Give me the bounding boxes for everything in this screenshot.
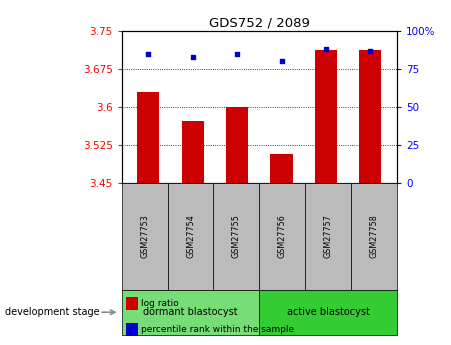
Text: GSM27754: GSM27754	[186, 215, 195, 258]
Bar	[137, 92, 160, 183]
Text: percentile rank within the sample: percentile rank within the sample	[141, 325, 294, 334]
Bar	[226, 107, 248, 183]
Point	[145, 51, 152, 57]
Title: GDS752 / 2089: GDS752 / 2089	[209, 17, 310, 30]
Text: GSM27758: GSM27758	[369, 215, 378, 258]
Point	[189, 54, 196, 60]
Point	[322, 47, 330, 52]
Text: active blastocyst: active blastocyst	[287, 307, 369, 317]
Text: GSM27755: GSM27755	[232, 214, 241, 258]
Bar	[271, 154, 293, 183]
Text: GSM27756: GSM27756	[278, 215, 287, 258]
Text: GSM27757: GSM27757	[324, 214, 332, 258]
Text: development stage: development stage	[5, 307, 99, 317]
Point	[367, 48, 374, 53]
Bar	[182, 121, 204, 183]
Text: log ratio: log ratio	[141, 299, 179, 308]
Bar	[315, 50, 337, 183]
Point	[234, 51, 241, 57]
Text: dormant blastocyst: dormant blastocyst	[143, 307, 238, 317]
Bar	[359, 50, 382, 183]
Point	[278, 59, 285, 64]
Text: GSM27753: GSM27753	[140, 215, 149, 258]
